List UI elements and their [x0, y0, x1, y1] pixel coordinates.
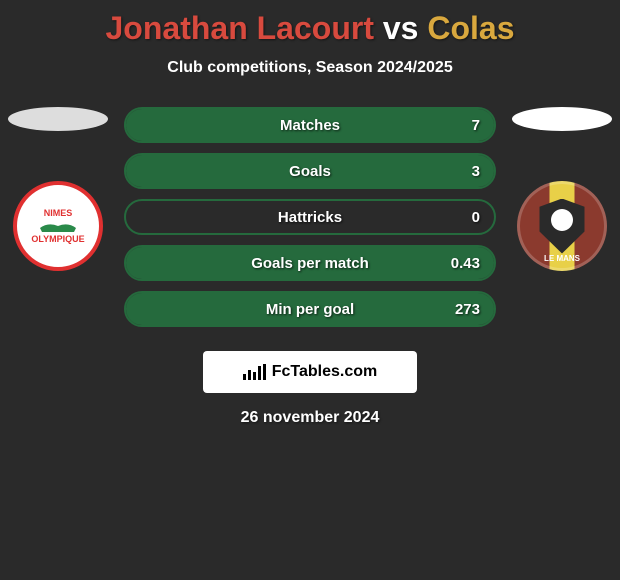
left-team-name-bottom: OLYMPIQUE [31, 234, 84, 244]
site-badge: FcTables.com [203, 351, 417, 393]
stat-row: Goals3 [124, 153, 496, 189]
right-team-badge: LE MANS [517, 181, 607, 271]
left-team-name-top: NIMES [44, 208, 73, 218]
stat-label: Goals per match [126, 255, 494, 272]
left-side: NIMES OLYMPIQUE [8, 107, 108, 271]
right-ellipse [512, 107, 612, 131]
comparison-area: NIMES OLYMPIQUE Matches7Goals3Hattricks0… [0, 107, 620, 327]
ball-icon [551, 209, 573, 231]
stat-value: 3 [472, 163, 480, 180]
stat-value: 7 [472, 117, 480, 134]
left-badge-content: NIMES OLYMPIQUE [31, 208, 84, 244]
right-side: LE MANS [512, 107, 612, 271]
stat-label: Hattricks [126, 209, 494, 226]
shield-icon [537, 199, 587, 254]
stat-label: Matches [126, 117, 494, 134]
crocodile-icon [38, 218, 78, 234]
stat-row: Goals per match0.43 [124, 245, 496, 281]
player2-name: Colas [427, 10, 514, 46]
stat-value: 0 [472, 209, 480, 226]
subtitle: Club competitions, Season 2024/2025 [0, 59, 620, 77]
right-team-name: LE MANS [520, 254, 604, 263]
stat-row: Hattricks0 [124, 199, 496, 235]
site-name: FcTables.com [272, 363, 378, 381]
page-title: Jonathan Lacourt vs Colas [0, 0, 620, 47]
left-ellipse [8, 107, 108, 131]
date-text: 26 november 2024 [0, 409, 620, 427]
left-team-badge: NIMES OLYMPIQUE [13, 181, 103, 271]
chart-icon [243, 364, 266, 380]
stat-value: 0.43 [451, 255, 480, 272]
player1-name: Jonathan Lacourt [106, 10, 374, 46]
stat-row: Min per goal273 [124, 291, 496, 327]
stat-label: Min per goal [126, 301, 494, 318]
stat-label: Goals [126, 163, 494, 180]
vs-text: vs [383, 10, 419, 46]
stat-row: Matches7 [124, 107, 496, 143]
stat-value: 273 [455, 301, 480, 318]
stats-container: Matches7Goals3Hattricks0Goals per match0… [108, 107, 512, 327]
